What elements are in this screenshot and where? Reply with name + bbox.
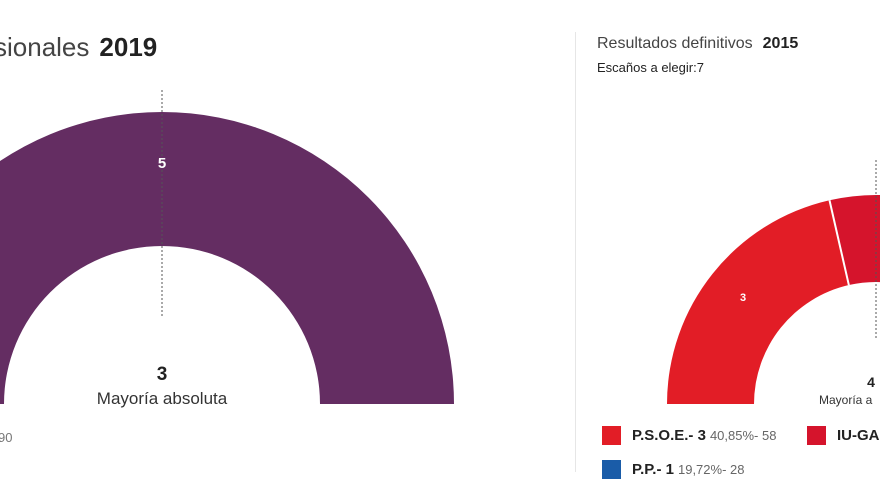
majority-value: 3	[157, 364, 168, 385]
seat-label-psoe: 3	[740, 292, 746, 304]
seat-semicircle-chart-2019: 5 3 Mayoría absoluta 90	[0, 90, 454, 445]
seat-arc-iuga	[829, 194, 880, 286]
majority-value: 4	[867, 374, 875, 390]
seat-label-5: 5	[158, 155, 166, 172]
legend-item-pp: P.P.- 1 19,72%- 28	[602, 460, 744, 479]
seat-arc-psoe	[667, 200, 849, 404]
footnote-text: 90	[0, 430, 12, 445]
results-2015-panel: Resultados definitivos 2015 Escaños a ele…	[575, 0, 880, 495]
legend-swatch	[807, 426, 826, 445]
legend-item-iuga: IU-GA	[807, 426, 880, 445]
majority-label: Mayoría a	[819, 393, 873, 407]
legend-swatch	[602, 426, 621, 445]
legend-swatch	[602, 460, 621, 479]
arc-separator	[828, 200, 850, 286]
seat-semicircle-chart-2015: 3 4 Mayoría a	[667, 160, 880, 407]
majority-label: Mayoría absoluta	[97, 389, 228, 408]
legend-party-detail: 19,72%- 28	[677, 462, 745, 477]
seats-to-elect: Escaños a elegir:7	[597, 60, 704, 75]
seat-arc-5	[0, 112, 454, 404]
panel-divider	[575, 32, 576, 472]
legend-party-name: IU-GA	[837, 427, 880, 444]
results-2019-panel: sionales 2019 5 3 Mayoría absoluta 90	[0, 32, 454, 445]
legend-party-detail: 40,85%- 58	[709, 428, 777, 443]
legend-item-psoe: P.S.O.E.- 3 40,85%- 58	[602, 426, 776, 445]
chart-title-text: sionales	[0, 32, 90, 62]
chart-title-2015: Resultados definitivos 2015	[597, 35, 798, 53]
chart-title-text: Resultados definitivos	[597, 35, 753, 52]
chart-title-year: 2019	[99, 32, 158, 62]
legend-party-name: P.S.O.E.- 3	[632, 427, 706, 444]
chart-title-2019: sionales 2019	[0, 32, 157, 63]
legend-party-name: P.P.- 1	[632, 461, 674, 478]
chart-title-year: 2015	[762, 35, 799, 52]
